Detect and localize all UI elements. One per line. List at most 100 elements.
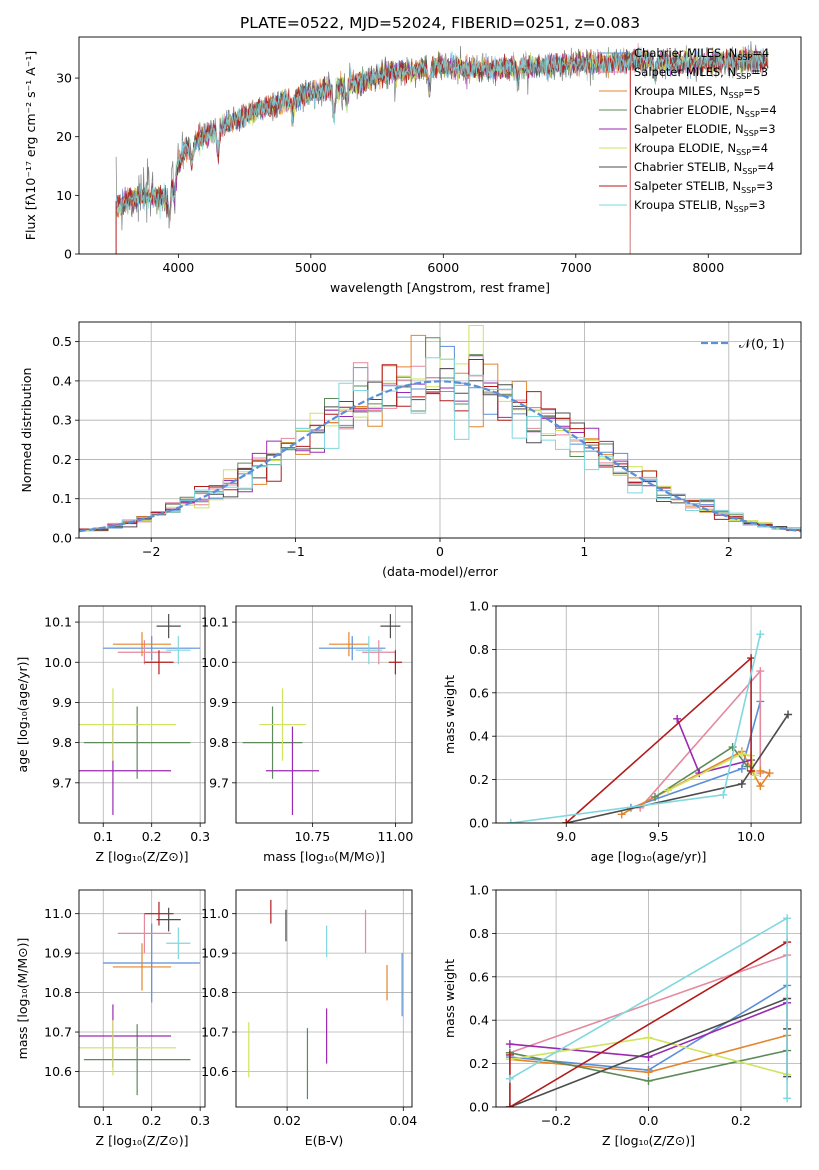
x-tick-label: 0.04 — [389, 1113, 417, 1128]
y-tick-label: 0.2 — [469, 1056, 489, 1071]
x-tick-label: 5000 — [295, 260, 327, 275]
age-vs-Z-plot-area — [79, 614, 201, 815]
y-tick-label: 0.4 — [469, 729, 489, 744]
weight-series-line — [676, 718, 752, 775]
x-axis-label: Z [log₁₀(Z/Z⊙)] — [96, 1133, 189, 1148]
x-tick-label: 0.2 — [731, 1113, 751, 1128]
x-tick-label: 8000 — [692, 260, 724, 275]
y-tick-label: 10.9 — [201, 946, 229, 961]
weight-point-marker — [650, 792, 659, 801]
legend-label-sub: SSP — [742, 167, 757, 176]
legend-label-sub: SSP — [736, 148, 751, 157]
x-tick-label: 9.0 — [556, 829, 576, 844]
errorbar-point — [117, 913, 172, 954]
legend-label-sub: SSP — [741, 186, 756, 195]
y-tick-label: 0.3 — [52, 413, 72, 428]
weight-series-line — [509, 954, 788, 1054]
x-tick-label: 9.5 — [649, 829, 669, 844]
y-tick-label: 0.2 — [469, 772, 489, 787]
x-axis-label: wavelength [Angstrom, rest frame] — [330, 280, 550, 295]
legend-label-text: Chabrier STELIB, N — [634, 160, 742, 174]
y-tick-label: 0.8 — [469, 642, 489, 657]
y-tick-label: 10.8 — [44, 985, 72, 1000]
y-tick-label: 10.1 — [44, 615, 72, 630]
x-tick-label: 0.3 — [190, 1113, 210, 1128]
errorbar-point — [259, 688, 306, 761]
mass-weight-vs-age-panel: 9.0 9.5 10.0 0.0 0.2 0.4 0.6 0.8 1.0 age [log₁₀(a… — [442, 599, 802, 864]
age-vs-Z-panel: 0.1 0.2 0.3 9.7 9.8 9.9 10.0 10.1 Z [log₁₀(Z/Z⊙)… — [15, 605, 210, 864]
x-tick-label: 7000 — [560, 260, 592, 275]
errorbar-point — [103, 636, 201, 661]
y-tick-label: 9.7 — [209, 775, 229, 790]
y-axis-label: mass weight — [442, 675, 457, 754]
y-tick-label: 9.9 — [209, 695, 229, 710]
legend-label-text: Salpeter STELIB, N — [634, 179, 741, 193]
weight-point-marker — [747, 654, 756, 663]
y-tick-label: 10.8 — [201, 985, 229, 1000]
errorbar-point — [362, 640, 396, 665]
x-tick-label: 2 — [725, 544, 733, 559]
x-tick-label: −0.2 — [541, 1113, 571, 1128]
y-axis-label: Flux [fλ10⁻¹⁷ erg cm⁻² s⁻¹ A⁻¹] — [23, 51, 38, 240]
axes-frame — [235, 889, 413, 1108]
axes-frame — [78, 605, 206, 824]
y-tick-label: 0.6 — [469, 969, 489, 984]
y-tick-label: 0.0 — [469, 816, 489, 831]
legend-label-sub: SSP — [737, 53, 752, 62]
errorbar-point — [83, 706, 191, 779]
legend-label: 𝒩(0, 1) — [739, 336, 785, 351]
errorbar-point — [112, 632, 172, 657]
weight-point-marker — [756, 782, 765, 791]
x-tick-label: 11.00 — [377, 829, 413, 844]
x-tick-label: 0 — [436, 544, 444, 559]
weight-point-marker — [756, 766, 765, 775]
errorbar-point — [328, 632, 369, 657]
weight-point-marker — [737, 764, 746, 773]
x-tick-label: 0.0 — [639, 1113, 659, 1128]
weight-point-marker — [756, 630, 765, 639]
figure-title: PLATE=0522, MJD=52024, FIBERID=0251, z=0… — [240, 14, 640, 32]
y-tick-label: 10.0 — [201, 655, 229, 670]
gaussian-reference-curve — [79, 380, 801, 533]
spectrum-model-line — [115, 46, 769, 228]
weight-point-marker — [663, 786, 672, 795]
legend-label: Chabrier MILES, NSSP=4 — [634, 46, 769, 62]
legend-label: Salpeter STELIB, NSSP=3 — [634, 179, 773, 195]
weight-point-marker — [506, 819, 515, 823]
legend-label: Salpeter MILES, NSSP=3 — [634, 65, 768, 81]
axes-frame — [78, 36, 802, 255]
weight-point-marker — [783, 1094, 792, 1103]
weight-point-marker — [505, 1103, 514, 1107]
errorbar-point — [103, 923, 201, 1003]
errorbar-point — [79, 1020, 176, 1076]
x-tick-label: 0.2 — [142, 829, 162, 844]
legend-label: Chabrier STELIB, NSSP=4 — [634, 160, 774, 176]
legend-label: Salpeter ELODIE, NSSP=3 — [634, 122, 776, 138]
weight-series-line — [667, 752, 756, 792]
weight-point-marker — [644, 1053, 653, 1062]
y-tick-label: 9.8 — [52, 735, 72, 750]
x-tick-label: 4000 — [162, 260, 194, 275]
weight-series-line — [566, 714, 789, 823]
legend-label-count: =3 — [751, 65, 768, 79]
y-tick-label: 0.1 — [52, 491, 72, 506]
legend-label: Kroupa MILES, NSSP=5 — [634, 84, 760, 100]
weight-point-marker — [783, 914, 792, 923]
weight-point-marker — [644, 1068, 653, 1077]
age-vs-mass-panel: 10.75 11.00 9.7 9.8 9.9 10.0 10.1 mass [log₁₀(M… — [201, 605, 413, 864]
errorbar-point — [79, 688, 176, 761]
weight-point-marker — [719, 790, 728, 799]
weight-point-marker — [644, 1033, 653, 1042]
spectrum-plot-area — [115, 41, 769, 254]
y-axis-label: Normed distribution — [19, 368, 34, 493]
weight-point-marker — [747, 766, 756, 775]
y-tick-label: 10.9 — [44, 946, 72, 961]
x-tick-label: 6000 — [427, 260, 459, 275]
y-tick-label: 30 — [56, 71, 72, 86]
y-tick-label: 10.7 — [44, 1025, 72, 1040]
legend-label-count: =3 — [756, 179, 773, 193]
legend-label-count: =3 — [759, 122, 776, 136]
y-tick-label: 0 — [64, 247, 72, 262]
x-tick-label: 10.75 — [294, 829, 330, 844]
